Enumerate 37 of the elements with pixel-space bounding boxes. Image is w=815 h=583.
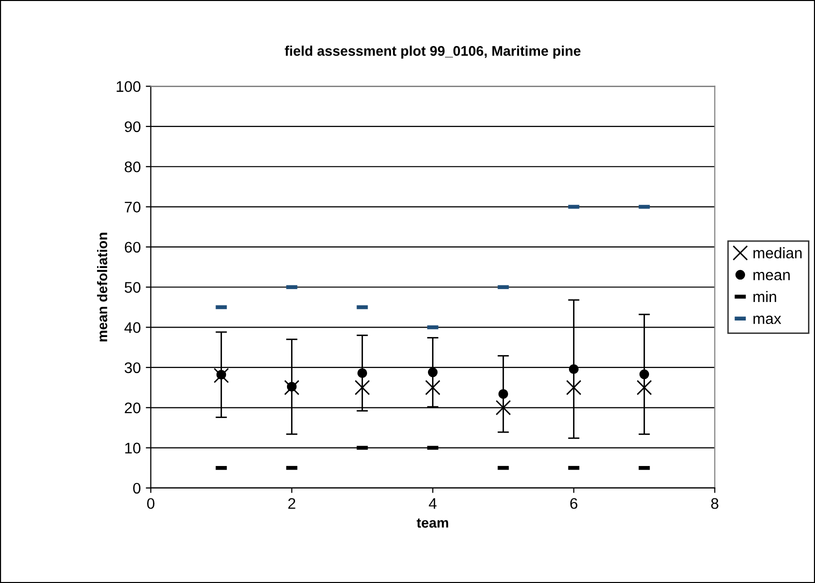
point (425, 380, 440, 396)
x-tick-label: 6 (570, 498, 578, 509)
point (496, 400, 511, 416)
y-tick-label: 90 (124, 121, 140, 132)
y-axis-title: mean defoliation (97, 232, 108, 342)
point (568, 364, 579, 374)
legend-label: mean (753, 272, 790, 280)
point (354, 380, 370, 396)
y-tick-label: 40 (124, 322, 140, 333)
point (498, 389, 508, 399)
x-tick-label: 2 (288, 498, 296, 509)
point (566, 380, 582, 396)
point (428, 367, 438, 378)
point (357, 368, 368, 378)
point (286, 382, 297, 392)
legend-label: min (753, 290, 776, 302)
x-tick-label: 8 (711, 498, 718, 509)
legend-label: median (753, 247, 802, 258)
y-tick-label: 20 (124, 402, 140, 414)
legend-label: max (753, 316, 782, 324)
y-tick-label: 80 (124, 161, 140, 172)
point (216, 370, 226, 380)
point (636, 380, 652, 396)
point (284, 380, 300, 396)
point (214, 368, 229, 384)
y-tick-label: 10 (125, 442, 140, 454)
y-tick-label: 0 (133, 482, 140, 494)
y-tick-label: 50 (124, 282, 140, 293)
y-tick-label: 30 (124, 362, 140, 374)
x-tick-label: 0 (147, 498, 154, 509)
chart-title: field assessment plot 99_0106, Maritime pine (284, 46, 581, 59)
y-tick-label: 60 (124, 242, 140, 253)
x-axis-title: team (416, 518, 448, 528)
y-tick-label: 70 (124, 202, 140, 212)
x-tick-label: 4 (428, 498, 437, 509)
point (639, 369, 650, 380)
y-tick-label: 100 (116, 81, 140, 92)
